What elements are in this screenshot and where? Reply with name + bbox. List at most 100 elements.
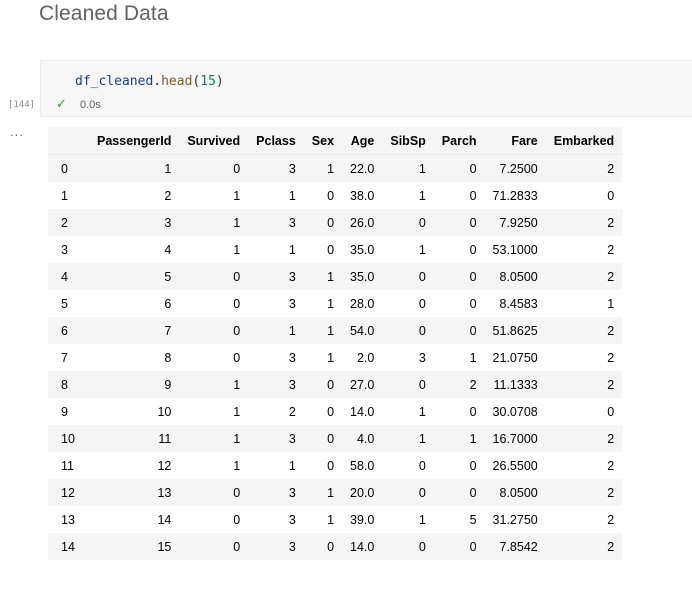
code-line[interactable]: df_cleaned.head(15) [75, 74, 224, 89]
table-cell: 51.8625 [492, 323, 538, 338]
execution-duration: 0.0s [80, 99, 101, 111]
table-cell: 0 [469, 485, 477, 500]
table-cell: 1 [233, 404, 241, 419]
row-index: 1 [61, 188, 68, 203]
table-cell: 2 [607, 215, 615, 230]
code-argument: 15 [200, 74, 216, 89]
table-cell: 0 [418, 377, 426, 392]
table-cell: 3 [288, 296, 296, 311]
table-cell: 0 [469, 296, 477, 311]
table-cell: 0 [233, 485, 241, 500]
table-cell: 0 [418, 296, 426, 311]
table-cell: 0 [418, 485, 426, 500]
table-cell: 16.7000 [492, 431, 538, 446]
table-cell: 3 [288, 512, 296, 527]
table-row: 14 15 0 3 0 14.0 0 0 7.8542 2 [48, 533, 623, 560]
table-cell: 2 [607, 458, 615, 473]
table-cell: 3 [418, 350, 426, 365]
table-cell: 38.0 [350, 188, 375, 203]
row-index: 5 [61, 296, 68, 311]
table-cell: 1 [327, 323, 335, 338]
column-header: Parch [433, 127, 485, 155]
table-row: 11 12 1 1 0 58.0 0 0 26.5500 2 [48, 452, 623, 479]
table-cell: 0 [327, 188, 335, 203]
table-cell: 8.0500 [499, 485, 538, 500]
table-cell: 1 [327, 269, 335, 284]
table-cell: 2 [607, 242, 615, 257]
table-cell: 58.0 [350, 458, 375, 473]
table-cell: 0 [233, 512, 241, 527]
row-index: 8 [61, 377, 68, 392]
table-cell: 0 [469, 269, 477, 284]
table-cell: 3 [164, 215, 172, 230]
table-row: 1 2 1 1 0 38.0 1 0 71.2833 0 [48, 182, 623, 209]
table-cell: 71.2833 [492, 188, 538, 203]
table-cell: 1 [327, 350, 335, 365]
table-cell: 30.0708 [492, 404, 538, 419]
table-cell: 0 [327, 458, 335, 473]
table-cell: 1 [327, 485, 335, 500]
table-row: 8 9 1 3 0 27.0 0 2 11.1333 2 [48, 371, 623, 398]
table-cell: 2.0 [356, 350, 375, 365]
output-menu-button[interactable]: ... [10, 124, 24, 139]
table-cell: 1 [164, 161, 172, 176]
table-cell: 7.9250 [499, 215, 538, 230]
table-cell: 2 [607, 161, 615, 176]
table-cell: 2 [607, 377, 615, 392]
table-cell: 9 [164, 377, 172, 392]
table-cell: 28.0 [350, 296, 375, 311]
header-row: PassengerId Survived Pclass Sex Age SibSp Parc… [48, 127, 623, 155]
table-cell: 3 [288, 215, 296, 230]
index-header [48, 127, 89, 155]
column-header: Survived [179, 127, 249, 155]
table-cell: 0 [233, 296, 241, 311]
table-cell: 0 [327, 215, 335, 230]
table-cell: 3 [288, 350, 296, 365]
table-cell: 0 [469, 161, 477, 176]
table-cell: 0 [418, 215, 426, 230]
table-cell: 54.0 [350, 323, 375, 338]
table-cell: 2 [607, 539, 615, 554]
table-cell: 13 [157, 485, 172, 500]
code-cell-editor[interactable]: df_cleaned.head(15) [40, 60, 692, 117]
table-row: 7 8 0 3 1 2.0 3 1 21.0750 2 [48, 344, 623, 371]
code-close-paren: ) [215, 74, 224, 89]
table-cell: 0 [607, 188, 615, 203]
table-cell: 1 [288, 242, 296, 257]
code-object: df_cleaned [75, 74, 154, 89]
table-cell: 7.2500 [499, 161, 538, 176]
row-index: 10 [61, 431, 75, 446]
table-cell: 0 [233, 539, 241, 554]
table-cell: 20.0 [350, 485, 375, 500]
row-index: 14 [61, 539, 75, 554]
table-cell: 0 [469, 215, 477, 230]
table-cell: 8.0500 [499, 269, 538, 284]
table-cell: 3 [288, 539, 296, 554]
table-cell: 26.5500 [492, 458, 538, 473]
execution-count: [144] [8, 100, 36, 110]
table-cell: 1 [418, 512, 426, 527]
table-row: 4 5 0 3 1 35.0 0 0 8.0500 2 [48, 263, 623, 290]
table-cell: 15 [157, 539, 172, 554]
table-cell: 22.0 [350, 161, 375, 176]
table-cell: 1 [327, 512, 335, 527]
checkmark-icon: ✓ [56, 96, 67, 111]
table-cell: 2 [607, 323, 615, 338]
table-cell: 1 [233, 377, 241, 392]
table-cell: 14 [157, 512, 172, 527]
table-cell: 1 [327, 296, 335, 311]
table-cell: 0 [327, 431, 335, 446]
table-cell: 1 [288, 188, 296, 203]
table-cell: 0 [233, 323, 241, 338]
table-cell: 0 [327, 539, 335, 554]
table-cell: 8.4583 [499, 296, 538, 311]
table-cell: 1 [418, 404, 426, 419]
table-cell: 0 [469, 323, 477, 338]
table-cell: 1 [418, 161, 426, 176]
table-cell: 0 [418, 458, 426, 473]
table-cell: 0 [469, 539, 477, 554]
table-cell: 1 [469, 431, 477, 446]
table-cell: 1 [288, 458, 296, 473]
row-index: 2 [61, 215, 68, 230]
table-cell: 26.0 [350, 215, 375, 230]
